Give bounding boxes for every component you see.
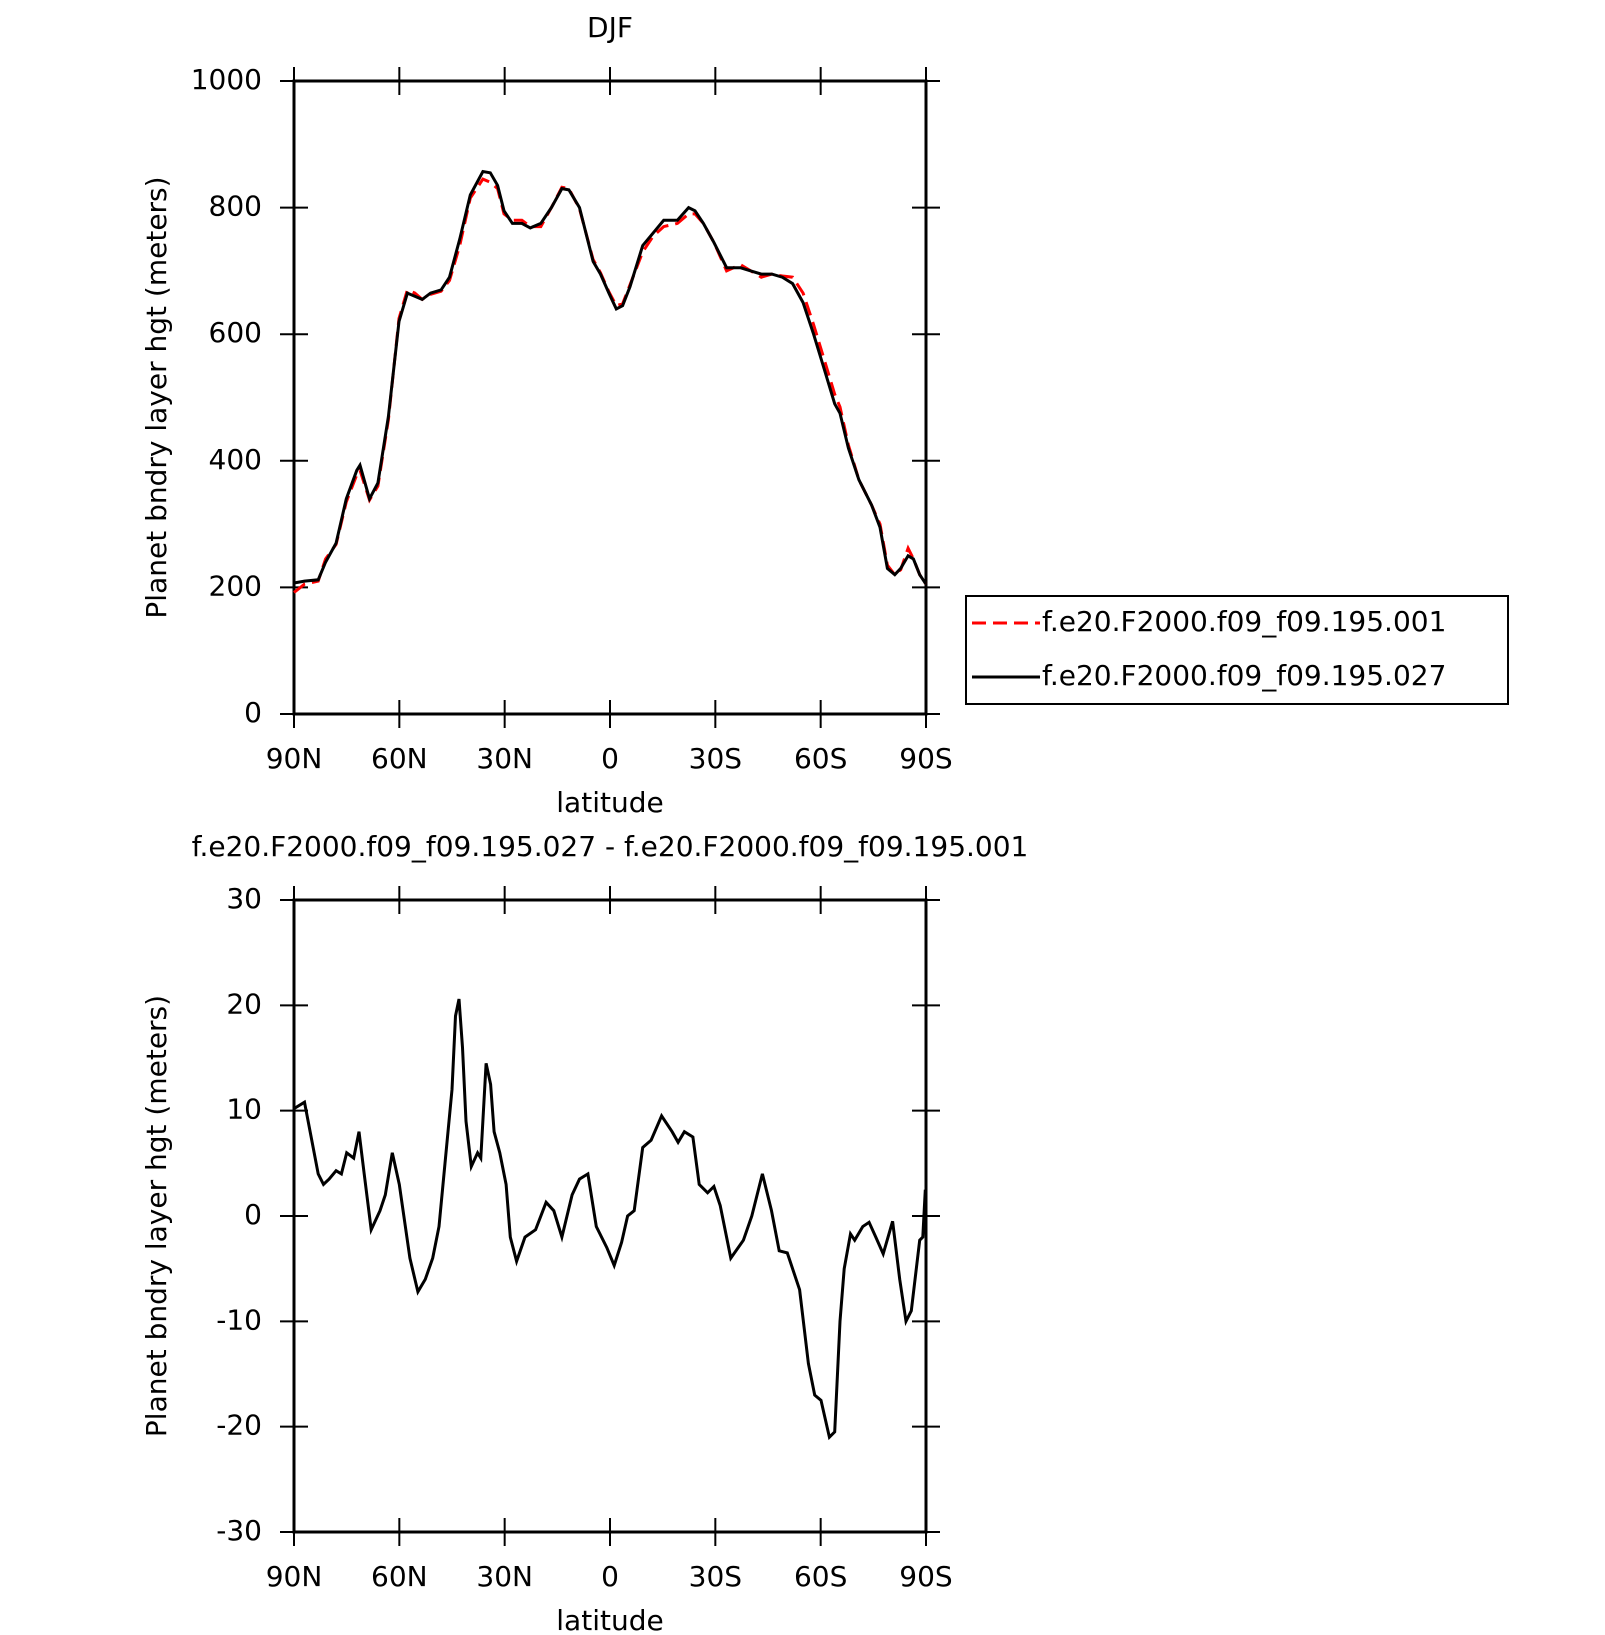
y-tick-label: 1000 xyxy=(191,63,262,96)
x-tick-label: 90S xyxy=(899,742,952,775)
y-tick-label: -10 xyxy=(216,1303,262,1336)
x-tick-label: 30N xyxy=(476,1560,533,1593)
x-tick-label: 30N xyxy=(476,742,533,775)
x-tick-label: 0 xyxy=(601,1560,619,1593)
y-tick-label: -20 xyxy=(216,1409,262,1442)
legend-label: f.e20.F2000.f09_f09.195.001 xyxy=(1042,605,1446,638)
chart-title: DJF xyxy=(587,11,633,44)
x-tick-label: 90N xyxy=(266,742,323,775)
y-tick-label: 0 xyxy=(244,1198,262,1231)
y-tick-label: 200 xyxy=(209,569,262,602)
chart-title: f.e20.F2000.f09_f09.195.027 - f.e20.F200… xyxy=(192,830,1029,863)
y-tick-label: -30 xyxy=(216,1514,262,1547)
y-tick-label: 10 xyxy=(226,1093,262,1126)
x-tick-label: 90S xyxy=(899,1560,952,1593)
y-tick-label: 800 xyxy=(209,190,262,223)
x-tick-label: 60N xyxy=(371,742,428,775)
plot-frame xyxy=(292,79,928,716)
line-series xyxy=(293,998,927,1441)
x-axis-label: latitude xyxy=(556,786,663,819)
line-series xyxy=(293,177,928,594)
legend-box xyxy=(965,595,1509,705)
y-tick-label: 400 xyxy=(209,443,262,476)
y-axis-label: Planet bndry layer hgt (meters) xyxy=(140,176,173,618)
x-axis-label: latitude xyxy=(556,1604,663,1635)
x-tick-label: 60N xyxy=(371,1560,428,1593)
x-tick-label: 0 xyxy=(601,742,619,775)
y-tick-label: 30 xyxy=(226,882,262,915)
legend-label: f.e20.F2000.f09_f09.195.027 xyxy=(1042,659,1446,692)
y-axis-label: Planet bndry layer hgt (meters) xyxy=(140,995,173,1437)
x-tick-label: 60S xyxy=(794,1560,847,1593)
x-tick-label: 30S xyxy=(689,742,742,775)
y-tick-label: 0 xyxy=(244,696,262,729)
x-tick-label: 90N xyxy=(266,1560,323,1593)
x-tick-label: 30S xyxy=(689,1560,742,1593)
line-series xyxy=(293,169,928,586)
x-tick-label: 60S xyxy=(794,742,847,775)
y-tick-label: 600 xyxy=(209,316,262,349)
plot-frame xyxy=(292,898,928,1534)
y-tick-label: 20 xyxy=(226,987,262,1020)
